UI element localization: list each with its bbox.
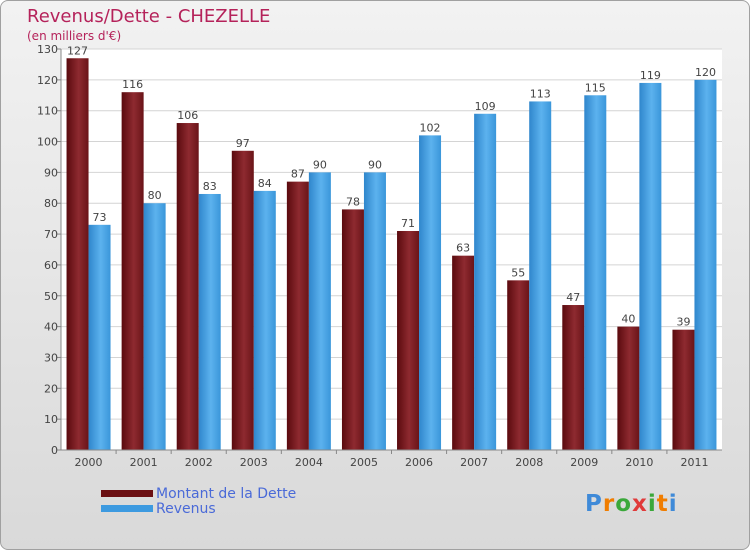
bar-revenus: [584, 95, 607, 451]
bar-dette: [121, 92, 144, 450]
bar-dette: [66, 58, 89, 450]
data-label-dette: 116: [122, 78, 143, 91]
legend-item-revenus: Revenus: [101, 500, 296, 517]
y-tick-label: 80: [44, 197, 58, 210]
logo-letter: r: [602, 491, 616, 517]
data-label-revenus: 83: [203, 180, 217, 193]
bar-dette: [452, 255, 475, 450]
x-tick-label: 2002: [185, 456, 213, 469]
data-label-revenus: 119: [640, 69, 661, 82]
data-label-dette: 63: [456, 242, 470, 255]
y-tick-label: 40: [44, 321, 58, 334]
data-label-dette: 106: [177, 109, 198, 122]
data-label-revenus: 113: [530, 87, 551, 100]
bar-dette: [397, 230, 420, 450]
chart-subtitle: (en milliers d'€): [27, 29, 122, 43]
y-tick-label: 20: [44, 382, 58, 395]
data-label-dette: 47: [566, 291, 580, 304]
bar-revenus: [253, 190, 276, 450]
y-tick-label: 50: [44, 290, 58, 303]
bar-dette: [286, 181, 309, 450]
data-label-revenus: 102: [420, 121, 441, 134]
data-label-dette: 71: [401, 217, 415, 230]
x-tick-label: 2009: [570, 456, 598, 469]
x-tick-label: 2006: [405, 456, 433, 469]
chart-legend: Montant de la Dette Revenus: [101, 485, 297, 517]
proxiti-logo: Proxiti: [585, 491, 678, 517]
bar-dette: [562, 305, 585, 450]
x-tick-label: 2000: [75, 456, 103, 469]
y-tick-label: 60: [44, 259, 58, 272]
bar-dette: [617, 326, 640, 450]
data-label-revenus: 109: [475, 100, 496, 113]
bar-revenus: [198, 193, 221, 450]
bar-revenus: [143, 203, 166, 450]
data-label-dette: 127: [67, 44, 88, 57]
x-tick-label: 2005: [350, 456, 378, 469]
y-tick-label: 120: [37, 74, 58, 87]
plot-background: [61, 49, 722, 450]
chart-title: Revenus/Dette - CHEZELLE: [27, 6, 271, 27]
x-tick-label: 2007: [460, 456, 488, 469]
data-label-revenus: 73: [93, 211, 107, 224]
bar-dette: [176, 123, 199, 451]
y-tick-label: 10: [44, 413, 58, 426]
bar-revenus: [694, 79, 717, 450]
bar-dette: [507, 280, 530, 450]
logo-letter: i: [647, 491, 657, 517]
x-tick-label: 2001: [130, 456, 158, 469]
data-label-dette: 78: [346, 195, 360, 208]
y-tick-label: 90: [44, 166, 58, 179]
x-tick-label: 2011: [680, 456, 708, 469]
logo-letter: o: [615, 491, 633, 517]
data-label-revenus: 90: [313, 158, 327, 171]
logo-letter: x: [632, 491, 648, 517]
data-label-dette: 55: [511, 266, 525, 279]
legend-swatch-dette: [101, 490, 153, 497]
y-tick-label: 0: [51, 444, 58, 457]
logo-letter: i: [668, 491, 678, 517]
bar-revenus: [419, 135, 442, 450]
data-label-revenus: 84: [258, 177, 272, 190]
data-label-revenus: 90: [368, 158, 382, 171]
x-tick-label: 2010: [625, 456, 653, 469]
y-tick-label: 130: [37, 43, 58, 56]
logo-letter: t: [656, 491, 669, 517]
data-label-dette: 40: [621, 313, 635, 326]
x-tick-label: 2008: [515, 456, 543, 469]
legend-label-dette: Montant de la Dette: [156, 485, 297, 502]
bar-revenus: [529, 101, 552, 450]
data-label-revenus: 115: [585, 81, 606, 94]
data-label-dette: 87: [291, 168, 305, 181]
bar-revenus: [363, 172, 386, 450]
bar-revenus: [308, 172, 331, 450]
bar-revenus: [639, 82, 662, 450]
legend-label-revenus: Revenus: [156, 500, 216, 517]
bar-dette: [672, 329, 695, 450]
legend-item-dette: Montant de la Dette: [101, 485, 297, 502]
y-tick-label: 110: [37, 105, 58, 118]
bar-revenus: [88, 224, 111, 450]
logo-letter: P: [585, 491, 603, 517]
bar-revenus: [474, 113, 497, 451]
y-tick-label: 30: [44, 351, 58, 364]
x-tick-label: 2004: [295, 456, 323, 469]
data-label-revenus: 120: [695, 66, 716, 79]
y-tick-label: 100: [37, 136, 58, 149]
bar-dette: [231, 150, 254, 451]
data-label-dette: 39: [676, 316, 690, 329]
y-tick-label: 70: [44, 228, 58, 241]
bar-dette: [341, 209, 364, 450]
legend-swatch-revenus: [101, 505, 153, 512]
x-tick-label: 2003: [240, 456, 268, 469]
data-label-revenus: 80: [148, 189, 162, 202]
data-label-dette: 97: [236, 137, 250, 150]
